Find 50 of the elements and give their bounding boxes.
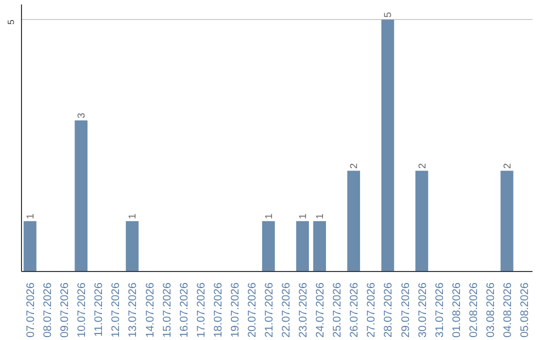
x-tick-label: 01.08.2026 <box>450 282 463 338</box>
x-tick-label: 05.08.2026 <box>518 282 531 338</box>
x-tick-label: 31.07.2026 <box>434 282 446 338</box>
x-tick-label: 24.07.2026 <box>314 282 327 338</box>
x-tick-label: 29.07.2026 <box>400 282 412 338</box>
bar <box>381 20 394 272</box>
x-tick-label: 08.07.2026 <box>42 282 54 338</box>
data-label: 2 <box>417 162 428 169</box>
bar <box>126 221 139 272</box>
bar <box>415 170 428 272</box>
x-tick-label: 16.07.2026 <box>178 282 190 338</box>
bar <box>500 170 514 272</box>
data-label: 2 <box>502 162 514 169</box>
x-tick-label: 23.07.2026 <box>298 282 310 338</box>
x-tick-label: 20.07.2026 <box>246 282 258 338</box>
x-tick-label: 30.07.2026 <box>416 282 429 338</box>
data-label: 2 <box>349 162 360 169</box>
x-tick-label: 15.07.2026 <box>161 282 174 338</box>
data-label: 1 <box>315 213 326 220</box>
data-label: 1 <box>298 213 310 220</box>
x-tick-label: 22.07.2026 <box>280 282 293 338</box>
x-tick-label: 27.07.2026 <box>366 282 378 338</box>
bar <box>313 221 326 272</box>
x-tick-label: 14.07.2026 <box>144 282 156 338</box>
x-tick-label: 18.07.2026 <box>212 282 224 338</box>
data-label: 5 <box>383 12 394 18</box>
x-tick-label: 25.07.2026 <box>332 282 344 338</box>
x-tick-label: 07.07.2026 <box>25 282 38 338</box>
data-label: 1 <box>264 213 275 220</box>
x-tick-label: 03.08.2026 <box>484 282 497 338</box>
x-tick-label: 02.08.2026 <box>468 282 480 338</box>
data-label: 1 <box>128 213 139 220</box>
data-label: 1 <box>26 213 37 220</box>
x-tick-label: 10.07.2026 <box>76 282 88 338</box>
x-tick-label: 17.07.2026 <box>195 282 208 338</box>
x-tick-label: 19.07.2026 <box>229 282 242 338</box>
bar <box>262 221 275 272</box>
data-label: 3 <box>76 112 88 118</box>
x-tick-label: 12.07.2026 <box>110 282 122 338</box>
bar <box>74 120 88 272</box>
bar <box>296 221 309 272</box>
x-tick-label: 11.07.2026 <box>93 282 106 337</box>
x-tick-label: 28.07.2026 <box>382 282 395 338</box>
x-tick-label: 13.07.2026 <box>127 282 140 338</box>
bar <box>347 170 360 272</box>
x-tick-label: 26.07.2026 <box>348 282 361 338</box>
x-tick-label: 04.08.2026 <box>502 282 514 338</box>
x-tick-label: 09.07.2026 <box>59 282 72 338</box>
x-tick-label: 21.07.2026 <box>263 282 276 338</box>
bar <box>24 221 36 272</box>
